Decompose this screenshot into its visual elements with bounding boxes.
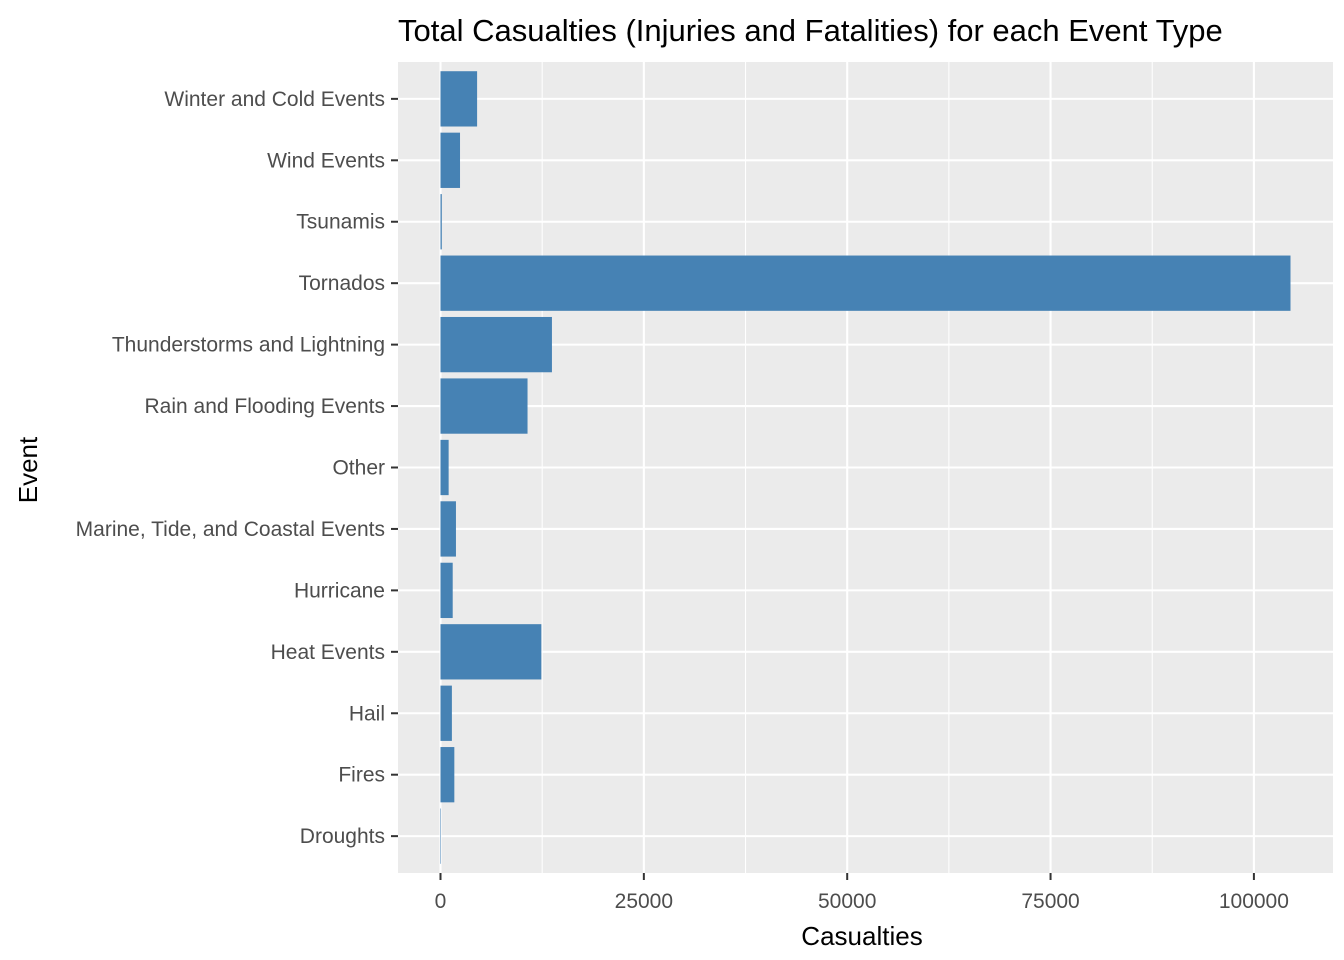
bar <box>440 624 542 680</box>
bar <box>440 501 456 557</box>
y-tick-label: Hurricane <box>294 579 385 602</box>
y-tick-label: Wind Events <box>267 149 385 172</box>
x-axis-title: Casualties <box>801 921 922 951</box>
bar <box>440 132 461 188</box>
y-tick-label: Thunderstorms and Lightning <box>112 334 385 357</box>
bar <box>440 808 441 864</box>
y-axis: Droughts Fires Hail Heat Events Hurricane Mar… <box>76 88 398 848</box>
x-tick-label: 100000 <box>1219 890 1289 913</box>
x-tick-label: 0 <box>435 890 447 913</box>
bars <box>440 71 1291 864</box>
bar <box>440 378 528 434</box>
bar <box>440 562 453 619</box>
bar <box>440 316 552 373</box>
chart-title: Total Casualties (Injuries and Fatalitie… <box>398 13 1223 48</box>
y-tick-label: Marine, Tide, and Coastal Events <box>76 518 385 541</box>
y-tick-label: Heat Events <box>271 641 385 664</box>
y-tick-label: Tornados <box>299 272 385 295</box>
x-tick-label: 75000 <box>1021 890 1079 913</box>
y-axis-title: Event <box>13 436 43 503</box>
y-tick-label: Hail <box>349 702 385 725</box>
y-tick-label: Droughts <box>300 825 385 848</box>
y-tick-label: Other <box>332 457 385 480</box>
bar <box>440 439 449 496</box>
bar <box>440 71 478 127</box>
x-tick-label: 25000 <box>615 890 673 913</box>
bar <box>440 747 455 803</box>
x-tick-label: 50000 <box>818 890 876 913</box>
bar <box>440 194 442 250</box>
y-tick-label: Tsunamis <box>296 211 385 234</box>
y-tick-label: Rain and Flooding Events <box>145 395 386 418</box>
x-axis: 0 25000 50000 75000 100000 <box>435 873 1289 913</box>
y-tick-label: Fires <box>338 764 385 787</box>
bar <box>440 255 1291 311</box>
y-tick-label: Winter and Cold Events <box>164 88 385 111</box>
bar <box>440 685 452 741</box>
